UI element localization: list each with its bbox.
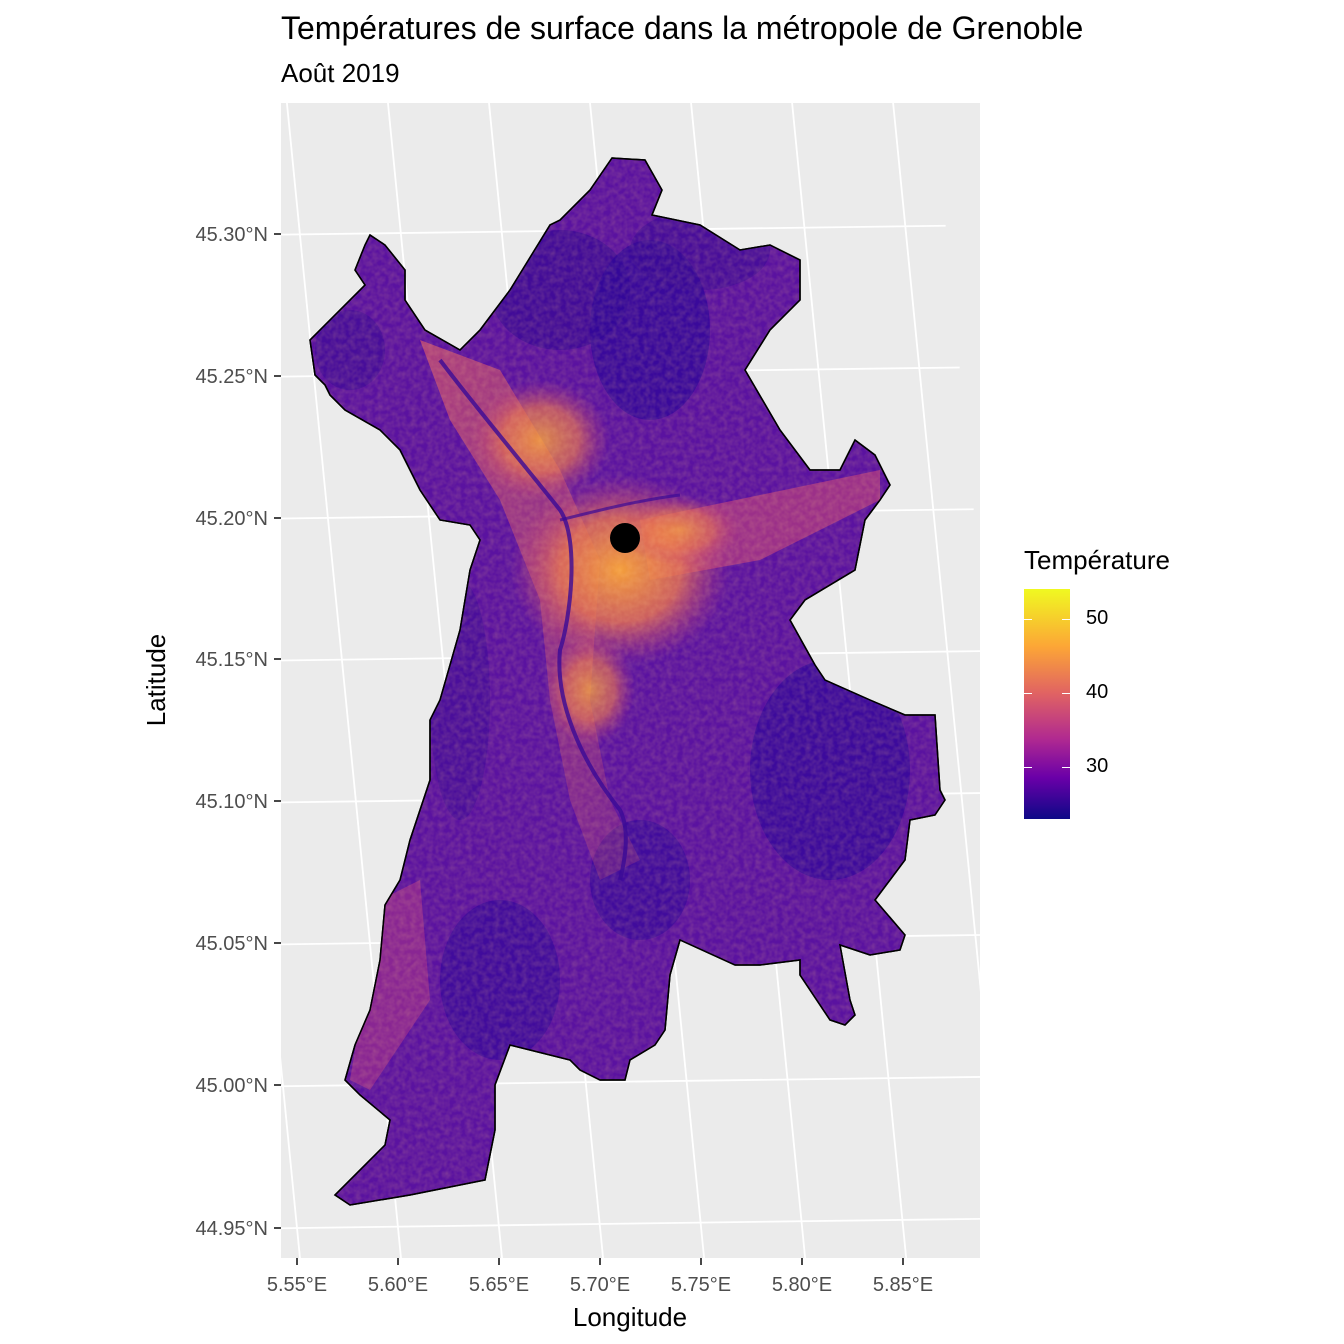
y-tick-label: 45.05°N — [196, 933, 269, 955]
x-tick-label: 5.60°E — [368, 1274, 428, 1296]
legend-tick-mark — [1062, 767, 1070, 769]
x-tick-label: 5.70°E — [570, 1274, 630, 1296]
legend-tick-label: 50 — [1086, 606, 1109, 629]
map-title: Températures de surface dans la métropol… — [281, 10, 1084, 46]
x-axis-title: Longitude — [573, 1302, 687, 1332]
y-axis-title: Latitude — [141, 634, 171, 727]
legend-tick-mark — [1024, 618, 1032, 620]
graticule-meridian — [281, 1056, 301, 1258]
x-tick-label: 5.65°E — [469, 1274, 529, 1296]
x-tick-label: 5.85°E — [873, 1274, 933, 1296]
graticule-parallel — [281, 1217, 980, 1230]
temperature-raster — [309, 157, 946, 1206]
legend-tick-label: 30 — [1086, 755, 1109, 778]
x-axis-ticks: 5.55°E 5.60°E 5.65°E 5.70°E 5.75°E 5.80°E 5.85… — [267, 1258, 933, 1296]
legend-tick-mark — [1062, 692, 1070, 694]
legend-colorbar — [1024, 589, 1070, 819]
x-tick-label: 5.75°E — [671, 1274, 731, 1296]
y-tick-label: 45.15°N — [196, 649, 269, 671]
graticule-parallel — [84, 84, 932, 95]
y-tick-label: 45.30°N — [196, 224, 269, 246]
graticule-parallel — [281, 224, 946, 236]
location-marker — [610, 523, 640, 553]
map-subtitle: Août 2019 — [281, 58, 400, 88]
y-tick-label: 44.95°N — [196, 1218, 269, 1240]
legend-title: Température — [1024, 545, 1170, 575]
graticule-parallel — [281, 1076, 980, 1088]
legend-tick-mark — [1024, 692, 1032, 694]
graticule-meridian — [892, 103, 980, 992]
y-axis-ticks: 45.30°N 45.25°N 45.20°N 45.15°N 45.10°N 45.05… — [196, 224, 281, 1240]
legend-tick-mark — [1024, 767, 1032, 769]
x-tick-label: 5.55°E — [267, 1274, 327, 1296]
y-tick-label: 45.20°N — [196, 508, 269, 530]
legend-tick-label: 40 — [1086, 680, 1109, 703]
legend-tick-mark — [1062, 618, 1070, 620]
x-tick-label: 5.80°E — [772, 1274, 832, 1296]
y-tick-label: 45.10°N — [196, 791, 269, 813]
y-tick-label: 45.00°N — [196, 1075, 269, 1097]
y-tick-label: 45.25°N — [196, 366, 269, 388]
